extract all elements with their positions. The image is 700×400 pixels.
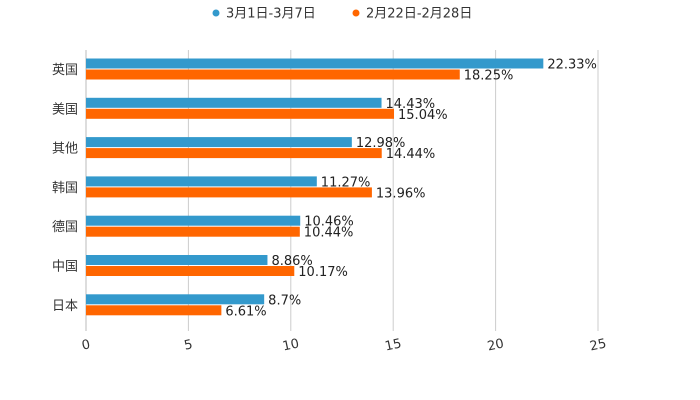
data-label-1-6: 6.61%	[225, 304, 266, 319]
data-label-0-3: 11.27%	[321, 175, 371, 190]
legend-marker-1	[352, 9, 360, 17]
data-label-1-4: 10.44%	[304, 226, 354, 241]
category-label-6: 日本	[52, 299, 78, 314]
bar-0-2[interactable]	[86, 137, 352, 148]
bar-1-1[interactable]	[86, 108, 395, 119]
chart-x-ticks: 0 5 10 15 20 25	[80, 336, 607, 354]
bar-0-4[interactable]	[86, 215, 301, 226]
bar-1-0[interactable]	[86, 69, 460, 80]
bar-1-6[interactable]	[86, 305, 222, 316]
category-label-1: 美国	[52, 102, 78, 117]
data-label-1-5: 10.17%	[298, 265, 348, 280]
bar-1-5[interactable]	[86, 266, 295, 276]
data-label-1-2: 14.44%	[386, 147, 436, 162]
data-label-1-1: 15.04%	[398, 108, 448, 123]
bar-1-2[interactable]	[86, 148, 382, 159]
data-label-1-0: 18.25%	[464, 69, 514, 84]
legend-label-0[interactable]: 3月1日-3月7日	[226, 7, 316, 22]
category-label-5: 中国	[52, 260, 78, 275]
bar-0-6[interactable]	[86, 294, 265, 305]
bar-1-3[interactable]	[86, 187, 372, 198]
bar-0-1[interactable]	[86, 97, 382, 108]
data-label-0-4: 10.46%	[304, 215, 354, 230]
legend-marker-0	[212, 9, 220, 17]
data-label-0-6: 8.7%	[268, 293, 301, 308]
x-tick-label-5: 5	[183, 337, 194, 353]
x-tick-label-25: 25	[588, 336, 607, 354]
category-label-3: 韩国	[52, 181, 78, 196]
category-label-0: 英国	[52, 63, 78, 78]
category-label-4: 德国	[52, 220, 78, 235]
x-tick-label-10: 10	[281, 336, 300, 354]
chart-legend: 3月1日-3月7日 2月22日-2月28日	[212, 7, 472, 22]
data-label-0-5: 8.86%	[271, 254, 312, 269]
bar-1-4[interactable]	[86, 226, 300, 237]
x-tick-label-20: 20	[486, 336, 505, 354]
legend-label-1[interactable]: 2月22日-2月28日	[366, 7, 472, 22]
data-label-1-3: 13.96%	[376, 186, 426, 201]
bar-0-3[interactable]	[86, 176, 317, 187]
category-label-2: 其他	[52, 142, 78, 157]
bar-0-0[interactable]	[86, 58, 544, 69]
x-tick-label-15: 15	[384, 336, 403, 354]
data-label-0-1: 14.43%	[386, 97, 436, 112]
chart-data-labels: 22.33% 18.25% 14.43%15.04% 12.98%14.44% 11.2…	[225, 58, 597, 320]
bar-0-5[interactable]	[86, 255, 268, 265]
x-tick-label-0: 0	[80, 337, 91, 353]
chart-bars	[86, 58, 544, 316]
data-label-0-2: 12.98%	[356, 136, 406, 151]
data-label-0-0: 22.33%	[547, 58, 597, 73]
